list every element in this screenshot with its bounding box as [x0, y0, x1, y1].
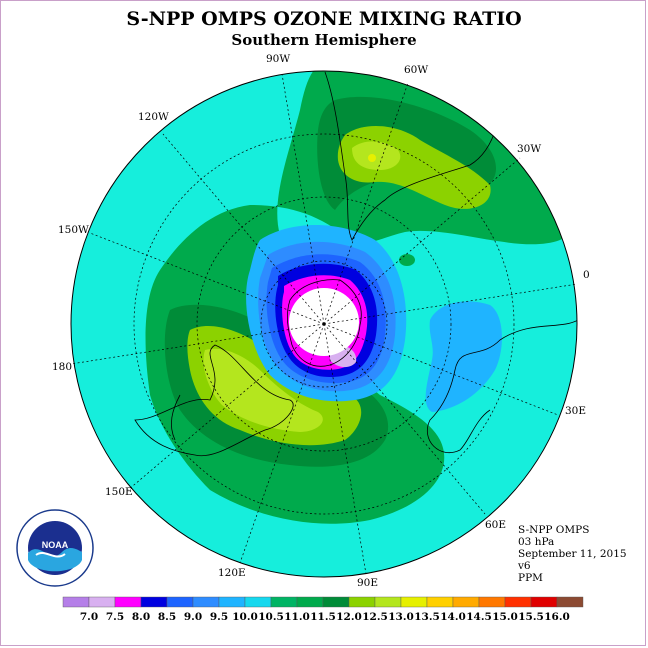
colorbar-swatch	[296, 596, 324, 608]
colorbar-tick-label: 16.0	[544, 611, 570, 623]
lon-label-60e: 60E	[485, 519, 506, 531]
lon-label-30w: 30W	[517, 143, 541, 155]
colorbar-tick-label: 8.5	[158, 611, 176, 623]
lon-label-180: 180	[52, 361, 72, 373]
contour-13-0-north	[352, 141, 401, 170]
green-patch-3	[399, 254, 415, 266]
colorbar-tick-label: 12.5	[362, 611, 388, 623]
colorbar-tick-label: 15.5	[518, 611, 544, 623]
map-subtitle: Southern Hemisphere	[231, 31, 417, 49]
lon-label-90w: 90W	[266, 53, 290, 65]
colorbar-tick-label: 10.5	[258, 611, 284, 623]
contour-13-0-south	[203, 348, 323, 432]
coast-australia	[134, 344, 294, 457]
colorbar-swatch	[218, 596, 246, 608]
colorbar-swatch	[478, 596, 506, 608]
green-patch-4	[206, 262, 230, 274]
colorbar-swatch	[556, 596, 584, 608]
info-units: PPM	[518, 572, 543, 584]
colorbar-swatch	[374, 596, 402, 608]
info-version: v6	[518, 560, 531, 572]
lon-label-120e: 120E	[218, 567, 246, 579]
colorbar-tick-label: 14.5	[466, 611, 492, 623]
info-block: S-NPP OMPS 03 hPa September 11, 2015 v6 …	[518, 524, 627, 584]
noaa-logo: NOAA	[16, 509, 94, 587]
colorbar-tick-label: 7.0	[80, 611, 98, 623]
contour-13-5-peak	[368, 154, 376, 162]
colorbar-tick-label: 7.5	[106, 611, 124, 623]
colorbar-swatch	[62, 596, 90, 608]
coast-south-america	[324, 71, 502, 241]
info-level: 03 hPa	[518, 536, 555, 548]
graticule	[70, 73, 578, 575]
coast-new-zealand	[170, 394, 181, 441]
noaa-logo-text: NOAA	[42, 540, 69, 550]
colorbar-swatch	[166, 596, 194, 608]
colorbar-swatch	[140, 596, 168, 608]
map-title: S-NPP OMPS OZONE MIXING RATIO	[126, 8, 522, 30]
colorbar-swatch	[88, 596, 116, 608]
lon-label-150w: 150W	[58, 224, 89, 236]
lon-label-90e: 90E	[357, 577, 378, 589]
colorbar-tick-label: 8.0	[132, 611, 150, 623]
lon-label-60w: 60W	[404, 64, 428, 76]
lon-label-30e: 30E	[565, 405, 586, 417]
coast-antarctica	[286, 279, 362, 367]
contour-10-5-east	[425, 301, 502, 412]
colorbar-tick-label: 13.5	[414, 611, 440, 623]
info-date: September 11, 2015	[518, 548, 627, 560]
colorbar-swatch	[244, 596, 272, 608]
green-patch-1	[214, 218, 234, 238]
colorbar-tick-label: 15.0	[492, 611, 518, 623]
colorbar-tick-label: 13.0	[388, 611, 414, 623]
colorbar-swatch	[114, 596, 142, 608]
colorbar-swatch	[400, 596, 428, 608]
colorbar-tick-label: 10.0	[232, 611, 258, 623]
colorbar-swatch	[452, 596, 480, 608]
ozone-contours	[145, 71, 574, 524]
colorbar-swatch	[426, 596, 454, 608]
lon-label-150e: 150E	[105, 486, 133, 498]
map-boundary	[70, 70, 578, 578]
colorbar-swatch	[192, 596, 220, 608]
coastlines	[134, 71, 577, 457]
info-instrument: S-NPP OMPS	[518, 524, 590, 536]
colorbar-tick-label: 11.5	[310, 611, 336, 623]
colorbar-swatch	[322, 596, 350, 608]
colorbar-tick-label: 11.0	[284, 611, 310, 623]
lon-label-120w: 120W	[138, 111, 169, 123]
colorbar-tick-label: 9.0	[184, 611, 202, 623]
colorbar-swatch	[504, 596, 532, 608]
colorbar-tick-label: 14.0	[440, 611, 466, 623]
lon-label-0: 0	[583, 269, 590, 281]
colorbar-swatch	[270, 596, 298, 608]
colorbar-tick-label: 12.0	[336, 611, 362, 623]
colorbar-swatch	[530, 596, 558, 608]
colorbar-tick-label: 9.5	[210, 611, 228, 623]
coast-africa	[427, 319, 577, 453]
colorbar-swatch	[348, 596, 376, 608]
colorbar: 7.0 7.5 8.0 8.5 9.0 9.5 10.0 10.5 11.0 11.5 12.0 12…	[62, 596, 584, 623]
